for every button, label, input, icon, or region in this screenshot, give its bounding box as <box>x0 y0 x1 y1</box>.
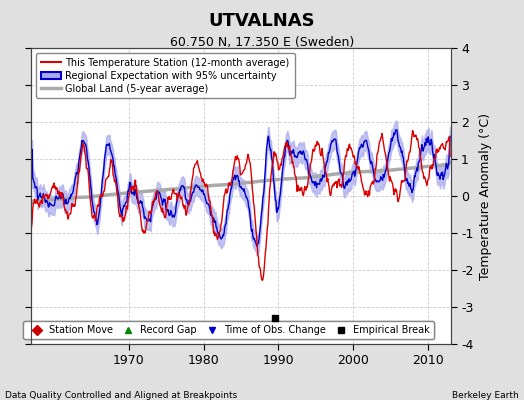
Text: UTVALNAS: UTVALNAS <box>209 12 315 30</box>
Text: 60.750 N, 17.350 E (Sweden): 60.750 N, 17.350 E (Sweden) <box>170 36 354 49</box>
Y-axis label: Temperature Anomaly (°C): Temperature Anomaly (°C) <box>479 112 492 280</box>
Text: Berkeley Earth: Berkeley Earth <box>452 391 519 400</box>
Legend: Station Move, Record Gap, Time of Obs. Change, Empirical Break: Station Move, Record Gap, Time of Obs. C… <box>23 321 434 339</box>
Text: Data Quality Controlled and Aligned at Breakpoints: Data Quality Controlled and Aligned at B… <box>5 391 237 400</box>
